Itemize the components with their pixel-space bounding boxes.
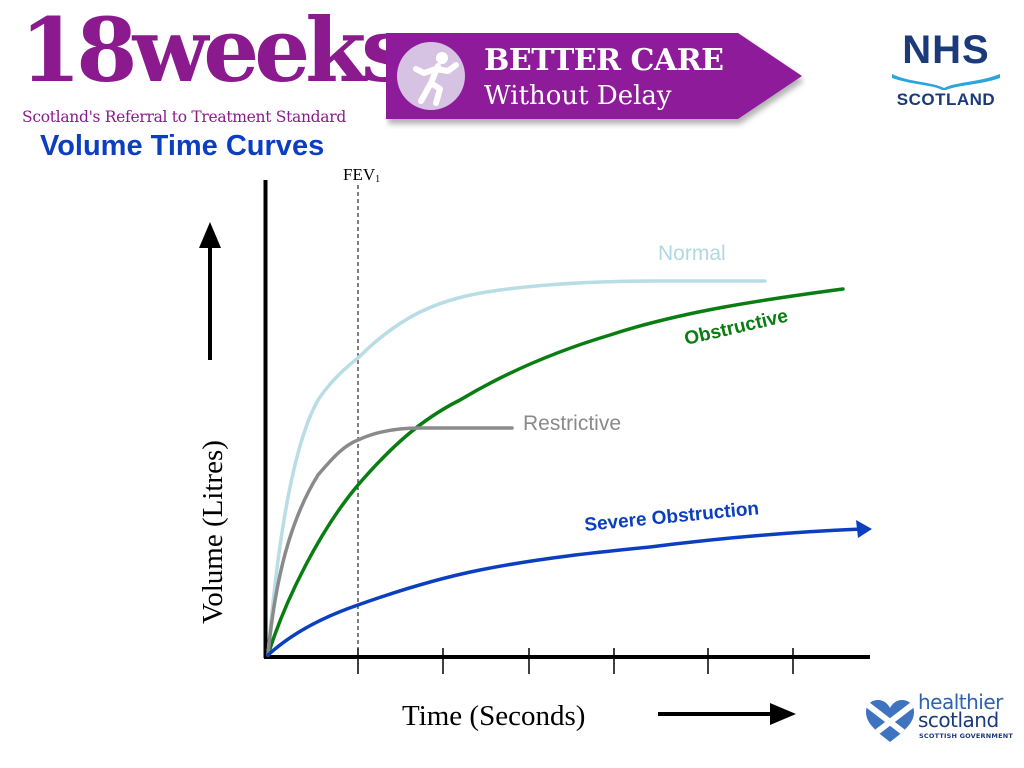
banner-arrow-shape bbox=[386, 33, 802, 119]
banner-line2: Without Delay bbox=[484, 81, 672, 111]
y-axis-label: Volume (Litres) bbox=[197, 440, 229, 624]
curve-normal bbox=[266, 279, 767, 657]
fev1-label: FEV1 bbox=[343, 165, 380, 185]
page-title: Volume Time Curves bbox=[40, 130, 325, 162]
label-restrictive: Restrictive bbox=[523, 412, 621, 435]
saltire-heart-icon bbox=[866, 700, 914, 742]
nhs-logo-main: NHS bbox=[902, 28, 990, 72]
label-severe-obstruction: Severe Obstruction bbox=[583, 498, 759, 536]
better-care-banner: BETTER CARE Without Delay bbox=[386, 31, 806, 124]
nhs-scotland-logo: NHS SCOTLAND bbox=[888, 30, 1004, 120]
severe-obstruction-arrowhead-icon bbox=[856, 520, 872, 538]
nhs-logo-sub: SCOTLAND bbox=[896, 90, 996, 109]
healthier-scotland-logo: healthier scotland SCOTTISH GOVERNMENT bbox=[864, 692, 1020, 752]
healthier-logo-line1: healthier bbox=[918, 690, 1003, 714]
label-normal: Normal bbox=[658, 242, 726, 265]
healthier-logo-line2: scotland bbox=[918, 708, 999, 732]
running-person-icon bbox=[397, 42, 465, 110]
nhs-wave-icon bbox=[892, 74, 1000, 90]
right-arrow-icon bbox=[770, 703, 796, 725]
18weeks-logo-main: 18weeks bbox=[20, 0, 411, 102]
up-arrow-icon bbox=[199, 222, 221, 248]
healthier-logo-line3: SCOTTISH GOVERNMENT bbox=[919, 732, 1013, 740]
curve-obstructive bbox=[266, 287, 845, 657]
curve-restrictive bbox=[266, 426, 514, 657]
curve-severe-obstruction bbox=[266, 527, 864, 657]
x-axis-label: Time (Seconds) bbox=[402, 700, 585, 732]
18weeks-logo: 18weeks Scotland's Referral to Treatment… bbox=[20, 6, 411, 132]
18weeks-logo-tagline: Scotland's Referral to Treatment Standar… bbox=[22, 108, 346, 126]
x-axis-ticks bbox=[357, 648, 794, 674]
banner-line1: BETTER CARE bbox=[484, 43, 724, 78]
